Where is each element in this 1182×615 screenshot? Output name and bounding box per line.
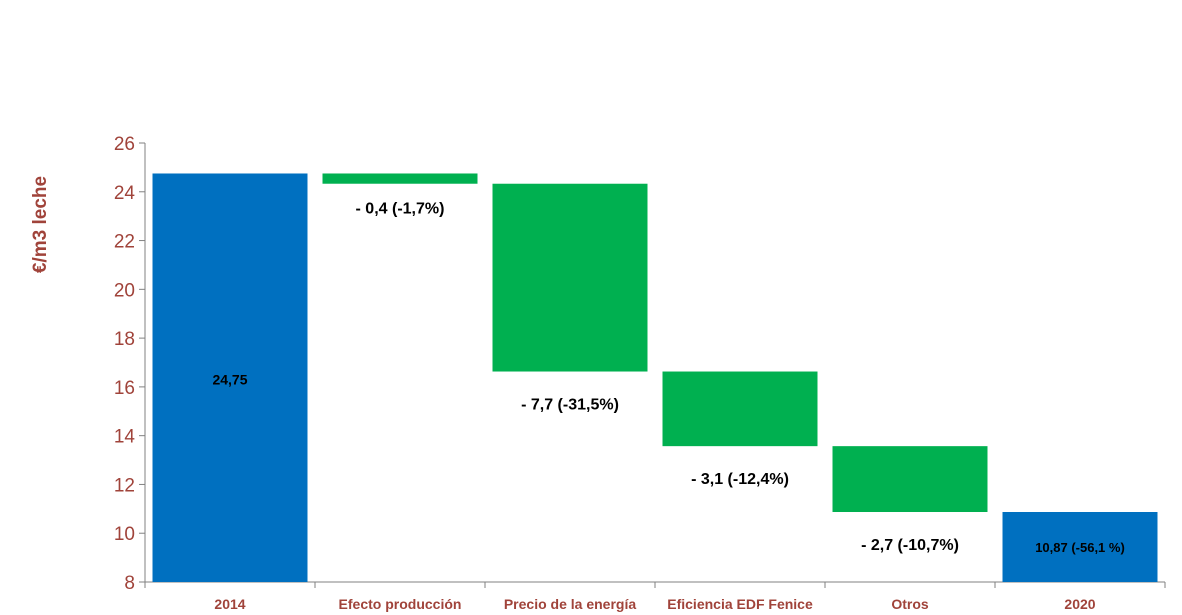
y-tick-label: 24 [114, 183, 136, 204]
y-tick-label: 12 [114, 475, 135, 496]
y-axis-label: €/m3 leche [30, 176, 51, 273]
data-label: - 0,4 (-1,7%) [356, 201, 445, 218]
total-bar [152, 173, 308, 582]
decrease-bar [662, 371, 818, 447]
data-label: 24,75 [212, 371, 247, 387]
y-tick-label: 14 [114, 427, 136, 448]
x-category-label: Efecto producción [339, 596, 462, 612]
x-category-label: Eficiencia EDF Fenice [667, 596, 813, 612]
y-tick-label: 20 [114, 280, 135, 301]
data-label: 10,87 (-56,1 %) [1035, 540, 1125, 555]
data-label: - 3,1 (-12,4%) [691, 471, 789, 488]
x-category-label: Otros [891, 596, 929, 612]
y-tick-label: 18 [114, 329, 135, 350]
total-bar [1002, 512, 1158, 582]
decrease-bar [322, 173, 478, 184]
x-category-label: Precio de la energía [504, 596, 636, 612]
data-label: - 7,7 (-31,5%) [521, 397, 619, 414]
y-tick-label: 26 [114, 134, 135, 155]
decrease-bar [832, 446, 988, 513]
y-tick-label: 8 [124, 573, 135, 594]
x-category-label: 2020 [1064, 596, 1095, 612]
x-category-label: 2014 [214, 596, 245, 612]
y-tick-label: 16 [114, 378, 135, 399]
data-label: - 2,7 (-10,7%) [861, 537, 959, 554]
plot-area: 8 10 12 14 16 18 20 22 24 26 2014 Efecto producción… [114, 134, 1166, 612]
y-tick-label: 22 [114, 232, 135, 253]
y-tick-label: 10 [114, 524, 135, 545]
decrease-bar [492, 183, 648, 372]
